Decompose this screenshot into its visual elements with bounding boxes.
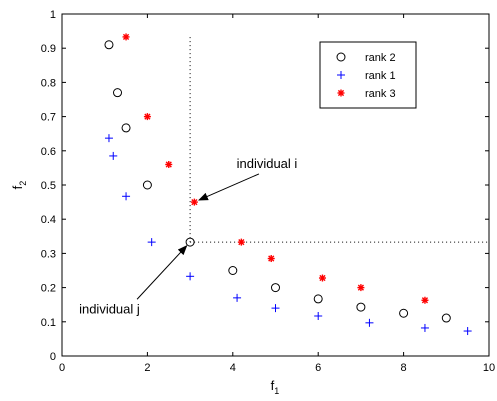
point-rank-3-8 (421, 296, 429, 304)
point-rank-1-0 (104, 134, 113, 143)
x-axis-label-main: f (271, 378, 275, 393)
point-rank-2-3 (142, 180, 152, 190)
x-tick-label-3: 6 (315, 362, 321, 374)
annotation-individual-i: individual i (237, 156, 298, 171)
point-rank-1-10 (463, 327, 472, 336)
data-points (104, 33, 472, 336)
x-axis-label: f1 (271, 378, 280, 396)
y-tick-label-8: 0.8 (41, 77, 56, 89)
point-rank-1-5 (233, 293, 242, 302)
legend: rank 2 rank 1 rank 3 (319, 41, 417, 109)
legend-box (319, 41, 417, 109)
axis-ticks: 0 2 4 6 8 10 0 0.1 0.2 0.3 0.4 0.5 0.6 0.7 0.8 0.9 1 (41, 9, 495, 374)
y-tick-label-5: 0.5 (41, 180, 56, 192)
point-rank-2-6 (271, 283, 280, 293)
point-rank-2-2 (121, 123, 131, 133)
point-rank-1-8 (365, 318, 374, 327)
point-rank-2-8 (356, 302, 366, 312)
y-tick-label-2: 0.2 (41, 283, 56, 295)
annotation-arrow-individual-i (198, 173, 260, 201)
x-axis-label-subscript: 1 (274, 386, 279, 396)
annotation-arrow-individual-j (136, 245, 188, 300)
y-axis-label: f2 (10, 181, 28, 190)
point-rank-2-7 (313, 294, 323, 304)
point-rank-3-7 (357, 284, 365, 292)
y-tick-label-1: 0.1 (41, 317, 56, 329)
point-rank-1-7 (314, 311, 323, 320)
point-rank-3-3 (190, 198, 198, 206)
x-tick-label-0: 0 (59, 362, 65, 374)
point-rank-2-0 (104, 40, 114, 50)
plot-area (62, 14, 489, 356)
y-tick-label-4: 0.4 (41, 214, 56, 226)
reference-lines (189, 34, 489, 243)
legend-label-rank-2: rank 2 (365, 52, 396, 64)
legend-marker-rank-2 (336, 52, 346, 62)
point-rank-1-9 (420, 323, 429, 332)
point-rank-1-4 (186, 272, 195, 281)
point-rank-1-1 (109, 151, 118, 160)
plot-frame (61, 13, 490, 357)
annotations: individual i individual j (79, 156, 297, 316)
point-rank-2-10 (441, 313, 451, 323)
point-rank-3-5 (267, 255, 275, 263)
x-tick-label-4: 8 (401, 362, 407, 374)
point-rank-3-1 (143, 113, 151, 121)
legend-marker-rank-3 (337, 89, 345, 97)
point-rank-3-2 (165, 160, 173, 168)
legend-label-rank-3: rank 3 (365, 88, 396, 100)
point-rank-3-0 (122, 33, 130, 41)
x-tick-label-2: 4 (230, 362, 236, 374)
y-tick-label-10: 1 (50, 9, 56, 21)
y-axis-label-subscript: 2 (18, 181, 28, 186)
y-axis-label-main: f (10, 185, 25, 189)
point-rank-2-5 (228, 266, 238, 275)
y-tick-label-3: 0.3 (41, 248, 56, 260)
point-rank-3-4 (237, 238, 245, 246)
x-tick-label-1: 2 (144, 362, 150, 374)
point-rank-2-1 (113, 88, 123, 98)
point-rank-1-2 (122, 192, 131, 201)
point-rank-1-6 (271, 304, 280, 313)
y-tick-label-9: 0.9 (41, 43, 56, 55)
point-rank-1-3 (147, 238, 156, 247)
y-tick-label-0: 0 (50, 351, 56, 363)
annotation-individual-j: individual j (79, 301, 140, 316)
point-rank-2-4 (185, 237, 195, 247)
legend-label-rank-1: rank 1 (365, 70, 396, 82)
y-tick-label-6: 0.6 (41, 146, 56, 158)
point-rank-2-9 (399, 308, 409, 318)
point-rank-3-6 (318, 274, 326, 282)
legend-marker-rank-1 (337, 71, 345, 79)
x-tick-label-5: 10 (483, 362, 495, 374)
y-tick-label-7: 0.7 (41, 112, 56, 124)
